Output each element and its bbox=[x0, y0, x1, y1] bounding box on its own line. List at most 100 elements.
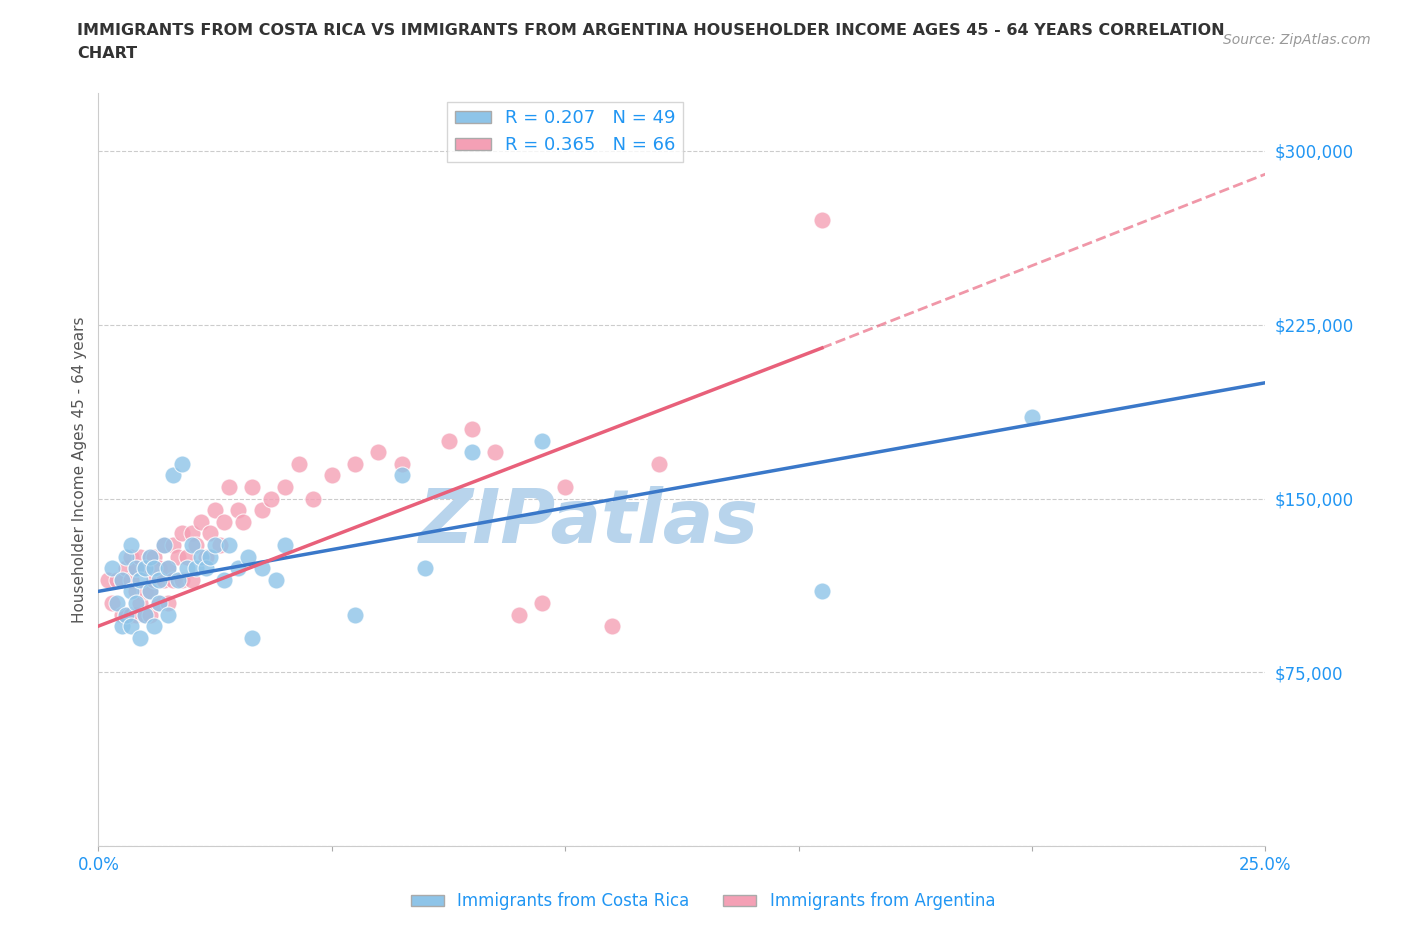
Point bbox=[204, 538, 226, 552]
Point bbox=[134, 561, 156, 576]
Point bbox=[120, 538, 142, 552]
Point bbox=[218, 538, 240, 552]
Point bbox=[250, 503, 273, 518]
Point bbox=[143, 572, 166, 587]
Point bbox=[180, 526, 202, 541]
Point bbox=[218, 480, 240, 495]
Point bbox=[186, 538, 208, 552]
Point bbox=[148, 595, 170, 610]
Point bbox=[139, 584, 162, 599]
Point bbox=[101, 561, 124, 576]
Point bbox=[162, 572, 184, 587]
Point bbox=[148, 561, 170, 576]
Point bbox=[413, 561, 436, 576]
Point bbox=[125, 561, 148, 576]
Point bbox=[125, 595, 148, 610]
Point bbox=[129, 549, 152, 564]
Point bbox=[600, 618, 623, 633]
Point bbox=[180, 572, 202, 587]
Point bbox=[530, 595, 553, 610]
Point bbox=[242, 480, 264, 495]
Point bbox=[260, 491, 283, 506]
Point bbox=[200, 526, 222, 541]
Point bbox=[115, 607, 138, 622]
Point bbox=[134, 584, 156, 599]
Point bbox=[120, 607, 142, 622]
Point bbox=[391, 468, 413, 483]
Point bbox=[129, 572, 152, 587]
Point bbox=[554, 480, 576, 495]
Point bbox=[250, 561, 273, 576]
Point bbox=[172, 457, 194, 472]
Point bbox=[186, 561, 208, 576]
Point bbox=[236, 549, 259, 564]
Point bbox=[125, 561, 148, 576]
Point bbox=[101, 595, 124, 610]
Point bbox=[204, 503, 226, 518]
Text: CHART: CHART bbox=[77, 46, 138, 61]
Point bbox=[264, 572, 287, 587]
Point bbox=[274, 480, 297, 495]
Point bbox=[208, 538, 231, 552]
Point bbox=[232, 514, 254, 529]
Point bbox=[111, 572, 134, 587]
Point bbox=[530, 433, 553, 448]
Point bbox=[152, 538, 174, 552]
Point bbox=[143, 618, 166, 633]
Point bbox=[111, 618, 134, 633]
Point bbox=[120, 618, 142, 633]
Point bbox=[134, 607, 156, 622]
Point bbox=[647, 457, 669, 472]
Point bbox=[461, 445, 484, 459]
Point bbox=[172, 572, 194, 587]
Point bbox=[274, 538, 297, 552]
Point bbox=[228, 503, 250, 518]
Point bbox=[152, 572, 174, 587]
Point bbox=[129, 631, 152, 645]
Point bbox=[157, 595, 180, 610]
Point bbox=[152, 538, 174, 552]
Point bbox=[115, 561, 138, 576]
Point bbox=[214, 572, 236, 587]
Point bbox=[344, 607, 367, 622]
Point bbox=[200, 549, 222, 564]
Point bbox=[157, 561, 180, 576]
Point bbox=[194, 549, 217, 564]
Point bbox=[288, 457, 311, 472]
Point bbox=[111, 607, 134, 622]
Point bbox=[105, 572, 128, 587]
Point bbox=[139, 549, 162, 564]
Point bbox=[139, 584, 162, 599]
Point bbox=[344, 457, 367, 472]
Point bbox=[162, 538, 184, 552]
Point bbox=[190, 514, 212, 529]
Point bbox=[302, 491, 325, 506]
Point bbox=[157, 607, 180, 622]
Point bbox=[321, 468, 343, 483]
Text: ZIPatlas: ZIPatlas bbox=[419, 485, 759, 559]
Point bbox=[148, 572, 170, 587]
Point bbox=[228, 561, 250, 576]
Point bbox=[166, 572, 188, 587]
Point bbox=[129, 595, 152, 610]
Point bbox=[391, 457, 413, 472]
Point bbox=[111, 572, 134, 587]
Point bbox=[367, 445, 389, 459]
Point bbox=[120, 572, 142, 587]
Point bbox=[437, 433, 460, 448]
Point bbox=[214, 514, 236, 529]
Point bbox=[194, 561, 217, 576]
Text: Source: ZipAtlas.com: Source: ZipAtlas.com bbox=[1223, 33, 1371, 46]
Point bbox=[157, 561, 180, 576]
Point bbox=[484, 445, 506, 459]
Point bbox=[461, 421, 484, 436]
Point bbox=[120, 549, 142, 564]
Point bbox=[97, 572, 120, 587]
Legend: Immigrants from Costa Rica, Immigrants from Argentina: Immigrants from Costa Rica, Immigrants f… bbox=[404, 885, 1002, 917]
Text: IMMIGRANTS FROM COSTA RICA VS IMMIGRANTS FROM ARGENTINA HOUSEHOLDER INCOME AGES : IMMIGRANTS FROM COSTA RICA VS IMMIGRANTS… bbox=[77, 23, 1225, 38]
Y-axis label: Householder Income Ages 45 - 64 years: Householder Income Ages 45 - 64 years bbox=[72, 316, 87, 623]
Point bbox=[1021, 410, 1043, 425]
Point bbox=[162, 468, 184, 483]
Point bbox=[166, 549, 188, 564]
Point bbox=[508, 607, 530, 622]
